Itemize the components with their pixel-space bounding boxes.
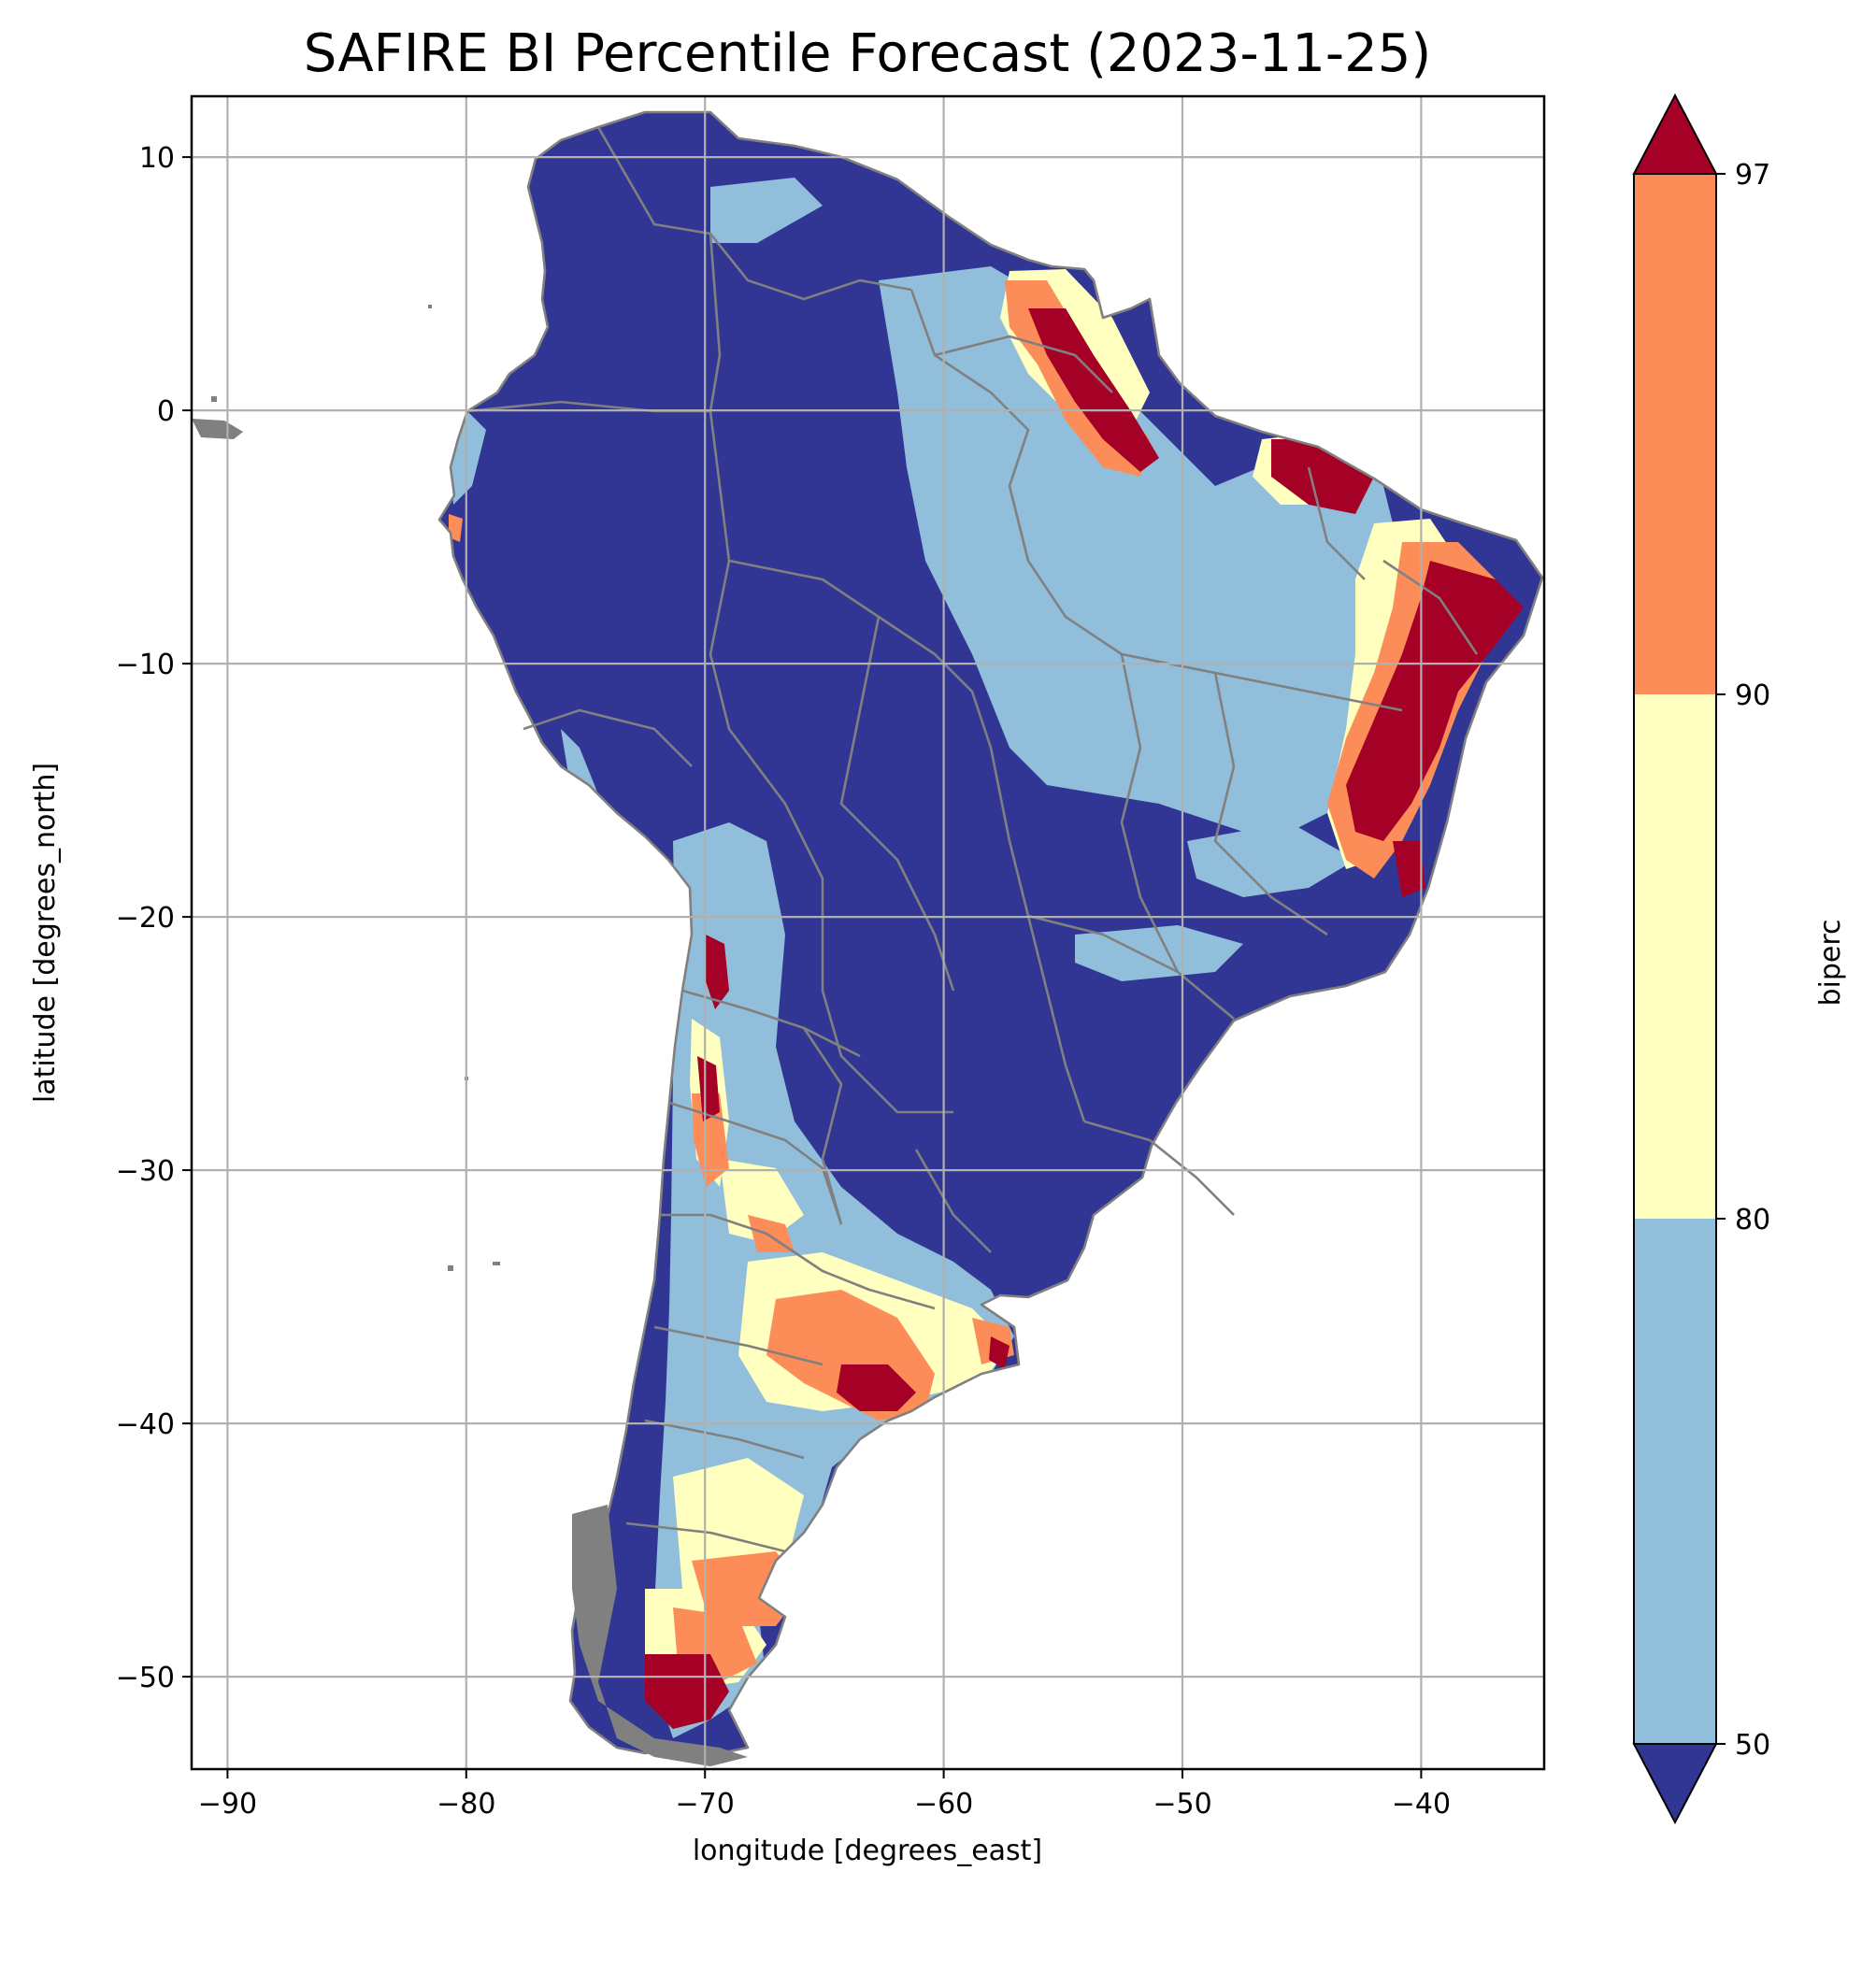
colorbar-bin-80-90 [1634,694,1716,1219]
percentile-regions [449,178,1524,1738]
x-tick: −40 [1392,1769,1451,1821]
x-tick-label: −50 [1153,1788,1211,1821]
y-axis-label: latitude [degrees_north] [29,763,62,1103]
colorbar-bin-50-80 [1634,1219,1716,1744]
x-tick-label: −70 [676,1788,735,1821]
colorbar-tick: 97 [1716,159,1770,192]
x-tick: −50 [1153,1769,1212,1821]
y-tick: −30 [116,1155,192,1188]
plot-frame [190,94,1546,1771]
colorbar-extend-low [1632,1743,1718,1825]
map-layer [192,110,1544,1766]
extreme-regions [645,308,1524,1729]
colorbar-frame [1633,173,1717,1745]
political-borders [437,110,1544,1757]
x-tick: −90 [198,1769,257,1821]
colorbar-tick-label: 90 [1735,679,1770,712]
colorbar-tick: 90 [1716,679,1770,712]
y-tick: −10 [116,649,192,681]
y-tick: 0 [157,395,192,428]
colorbar-extend-high [1632,93,1718,175]
x-tick: −60 [914,1769,973,1821]
chart-title: SAFIRE BI Percentile Forecast (2023-11-2… [304,23,1431,84]
y-tick: 10 [139,142,192,175]
y-axis: 10 0 −10 −20 −30 −40 −50 latitude [degre… [29,142,192,1694]
colorbar-label: biperc [1814,919,1847,1006]
colorbar-tick: 80 [1716,1204,1770,1236]
y-tick-label: 0 [157,395,175,428]
y-tick-label: −10 [116,649,175,681]
y-tick: −50 [116,1662,192,1694]
colorbar-tick-label: 80 [1735,1204,1770,1236]
y-tick: −20 [116,902,192,935]
y-tick-label: −50 [116,1662,175,1694]
colorbar-tick: 50 [1716,1729,1770,1762]
y-tick-label: −30 [116,1155,175,1188]
y-tick: −40 [116,1408,192,1441]
colorbar-tick-label: 97 [1735,159,1770,192]
y-tick-label: −40 [116,1408,175,1441]
y-tick-label: 10 [139,142,175,175]
x-tick-label: −80 [437,1788,495,1821]
colorbar: 50 80 90 97 biperc [1632,93,1847,1825]
gridlines [192,96,1544,1769]
x-tick: −70 [676,1769,735,1821]
x-tick-label: −40 [1392,1788,1451,1821]
x-tick-label: −60 [914,1788,973,1821]
x-axis: −90 −80 −70 −60 −50 −40 longitude [degre… [198,1769,1451,1867]
y-tick-label: −20 [116,902,175,935]
colorbar-bin-90-97 [1634,174,1716,694]
x-tick-label: −90 [198,1788,257,1821]
colorbar-tick-label: 50 [1735,1729,1770,1762]
x-tick: −80 [437,1769,495,1821]
x-axis-label: longitude [degrees_east] [693,1835,1042,1867]
